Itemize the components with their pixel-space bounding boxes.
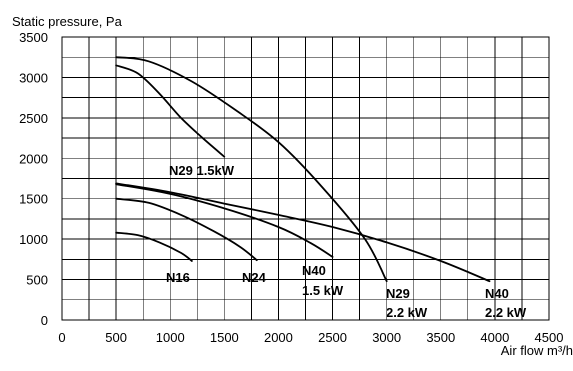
y-axis-title: Static pressure, Pa [12,14,123,29]
curve-label-n40-1-5-kw: N40 [302,263,326,278]
curve-n24 [115,197,258,262]
x-tick-label: 0 [58,330,65,345]
y-tick-label: 3500 [19,30,48,45]
y-tick-label: 500 [26,273,48,288]
curve-label-n40-2-2-kw: 2.2 kW [485,305,527,320]
y-tick-label: 2000 [19,151,48,166]
x-tick-label: 2000 [264,330,293,345]
x-tick-label: 2500 [318,330,347,345]
y-tick-label: 1000 [19,232,48,247]
y-tick-label: 3000 [19,70,48,85]
x-tick-label: 3500 [426,330,455,345]
x-tick-label: 3000 [372,330,401,345]
x-tick-label: 4000 [480,330,509,345]
y-tick-label: 2500 [19,111,48,126]
x-tick-label: 500 [105,330,127,345]
curve-label-n29-1-5kw: N29 1.5kW [169,163,235,178]
curve-label-n29-2-2-kw: 2.2 kW [386,305,428,320]
x-axis-title: Air flow m³/h [501,343,573,358]
curve-n40-2-2-kw [115,182,491,283]
plot-frame [61,36,550,321]
curve-label-n40-1-5-kw: 1.5 kW [302,283,344,298]
curve-n29-1-5kw [115,64,226,158]
performance-curves [115,56,491,283]
curve-label-n16: N16 [166,270,190,285]
x-tick-label: 1000 [156,330,185,345]
curve-n16 [115,231,193,262]
x-tick-label: 1500 [210,330,239,345]
tick-labels: 0 500 1000 1500 2000 2500 3000 3500 4000 4500 0 500… [19,30,563,345]
curve-n40-1-5-kw [115,183,334,258]
y-tick-label: 1500 [19,192,48,207]
y-tick-label: 0 [41,313,48,328]
curve-label-n29-2-2-kw: N29 [386,286,410,301]
curve-label-n24: N24 [242,270,267,285]
x-tick-label: 4500 [535,330,564,345]
curve-labels: N29 1.5kW N29 2.2 kW N16 N24 N40 1.5 kW N40 2.2 … [166,163,527,320]
curve-label-n40-2-2-kw: N40 [485,286,509,301]
